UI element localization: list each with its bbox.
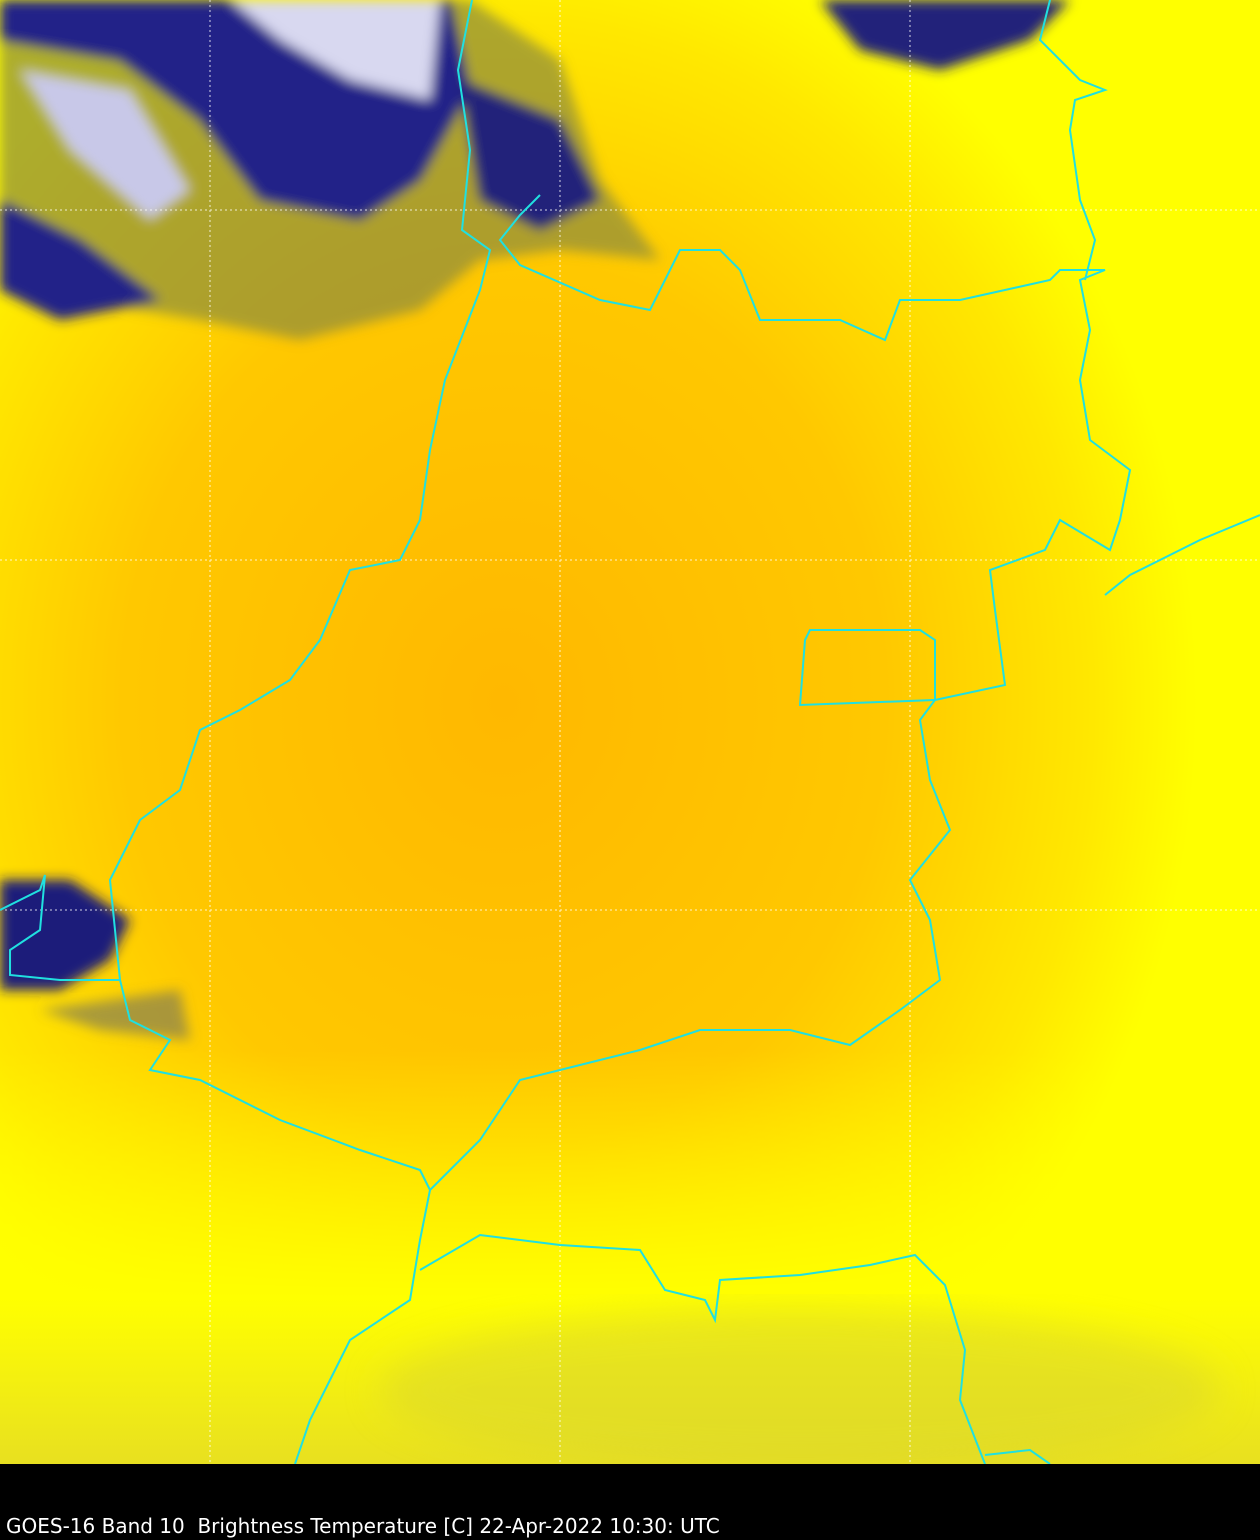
image-caption: GOES-16 Band 10 Brightness Temperature [… xyxy=(6,1514,720,1538)
gridlines xyxy=(0,0,1260,1464)
caption-bar: GOES-16 Band 10 Brightness Temperature [… xyxy=(0,1464,1260,1540)
south-cloud-haze xyxy=(380,1310,1220,1464)
satellite-image xyxy=(0,0,1260,1464)
cloud-tops xyxy=(0,0,1070,1040)
state-boundaries xyxy=(0,0,1260,1464)
